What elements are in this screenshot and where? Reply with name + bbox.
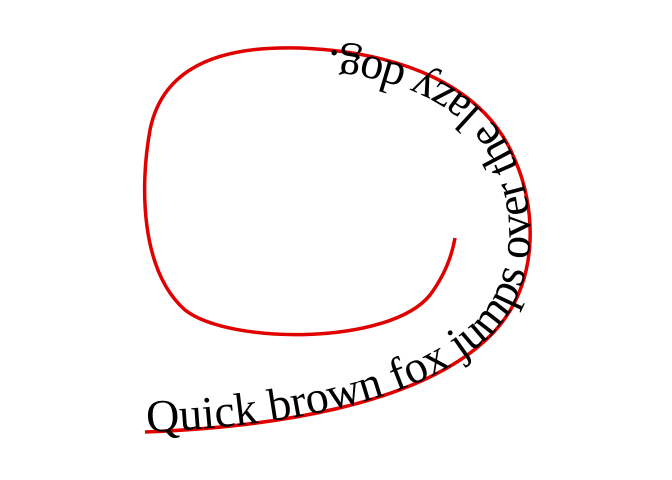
curved-text: Quick brown fox jumps over the lazy dog. <box>145 40 541 442</box>
curved-text-path: Quick brown fox jumps over the lazy dog. <box>145 40 541 442</box>
